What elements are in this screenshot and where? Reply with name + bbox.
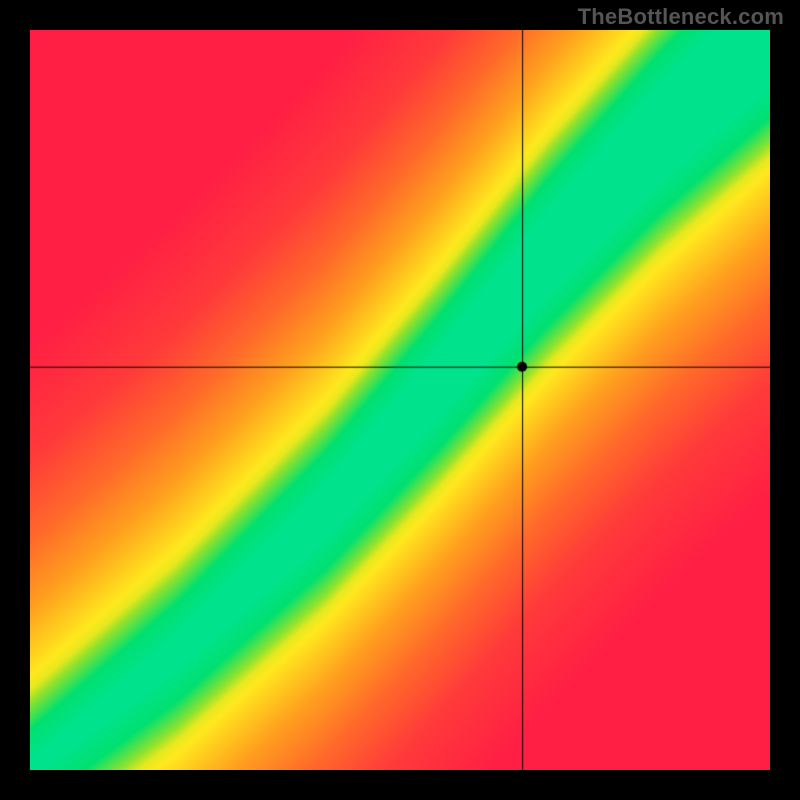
bottleneck-heatmap [30,30,770,770]
chart-frame: TheBottleneck.com [0,0,800,800]
watermark-text: TheBottleneck.com [578,4,784,30]
